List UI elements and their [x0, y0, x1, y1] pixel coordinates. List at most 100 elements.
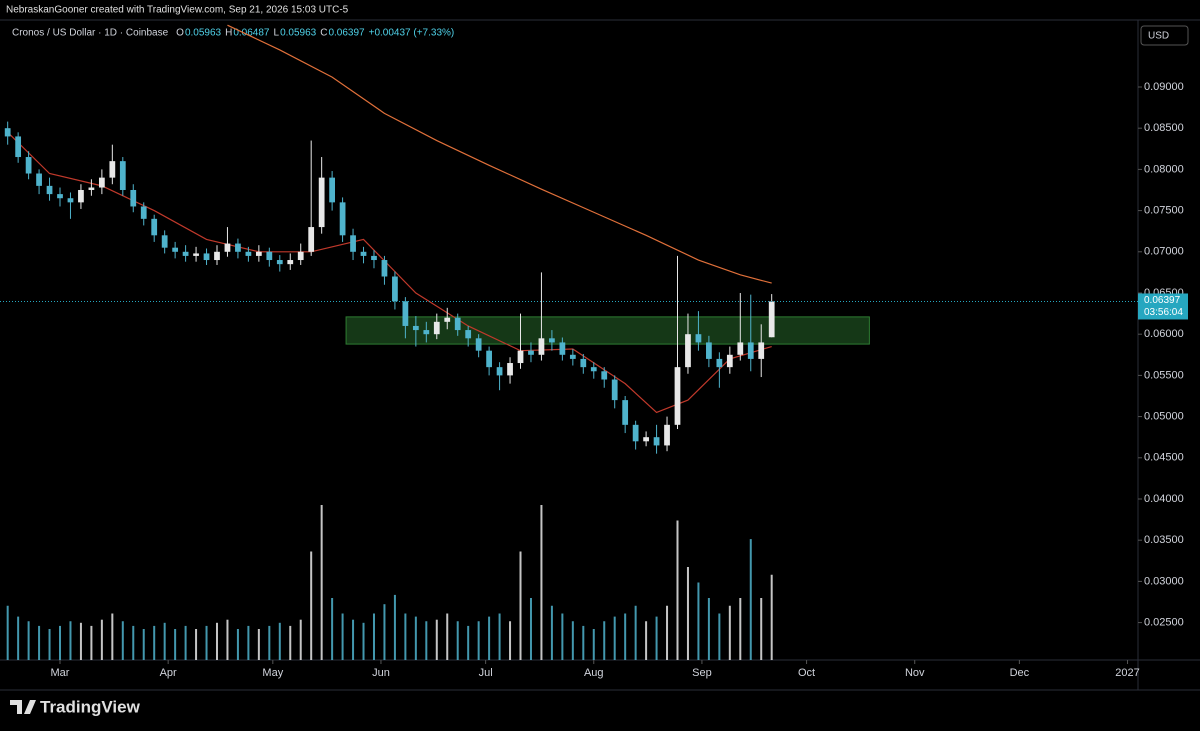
volume-bar: [257, 629, 260, 660]
volume-bar: [718, 613, 721, 660]
legend-change: +0.00437 (+7.33%): [369, 28, 455, 39]
candle-body: [412, 325, 419, 331]
x-tick-label: Sep: [692, 667, 712, 679]
candle-body: [601, 371, 608, 380]
candle-body: [444, 317, 451, 322]
candle-body: [287, 260, 294, 265]
volume-bar: [728, 605, 731, 660]
volume-bar: [749, 539, 752, 660]
volume-bar: [142, 629, 145, 660]
candle-body: [25, 157, 32, 174]
currency-button[interactable]: [1140, 25, 1189, 46]
volume-bar: [215, 622, 218, 660]
volume-bar: [467, 625, 470, 660]
candle-body: [57, 194, 63, 199]
volume-bar: [456, 621, 459, 660]
volume-bar: [79, 622, 82, 660]
volume-bar: [100, 619, 103, 660]
legend-value: 0.06487: [233, 28, 270, 39]
volume-bar: [289, 625, 292, 660]
candle-body: [350, 235, 356, 252]
volume-bar: [299, 619, 302, 660]
zone: [345, 316, 870, 345]
volume-bar: [341, 613, 344, 660]
brand: TradingView: [10, 697, 141, 716]
candle-body: [161, 235, 168, 248]
candle-body: [339, 202, 346, 236]
volume-bar: [27, 621, 30, 660]
volume-bar: [529, 598, 532, 660]
volume-bar: [561, 613, 564, 660]
candle-body: [371, 255, 377, 261]
candle-body: [98, 177, 105, 188]
y-tick-label: 0.05500: [1144, 369, 1184, 381]
y-tick-label: 0.05000: [1144, 410, 1184, 422]
legend-key: O: [176, 28, 184, 39]
candle-body: [182, 251, 189, 256]
volume-bar: [540, 505, 543, 660]
x-tick-label: Apr: [160, 667, 177, 679]
moving-average: [7, 131, 772, 414]
legend-key: L: [274, 28, 280, 39]
last-price-box: [1138, 293, 1188, 320]
candle-body: [203, 253, 210, 261]
volume-bar: [592, 629, 595, 660]
candle-body: [758, 342, 765, 359]
x-tick-label: Mar: [51, 667, 70, 679]
volume-bar: [352, 619, 355, 660]
candle-body: [329, 177, 335, 203]
currency[interactable]: USD: [1148, 31, 1169, 42]
volume-bar: [205, 625, 208, 660]
candle-body: [193, 253, 199, 256]
x-tick-label: 2027: [1115, 667, 1139, 679]
volume-bar: [446, 613, 449, 660]
x-tick-label: Nov: [905, 667, 925, 679]
volume-bar: [707, 598, 710, 660]
x-tick-label: Dec: [1010, 667, 1030, 679]
volume-bar: [163, 622, 166, 660]
candle-body: [726, 354, 733, 368]
y-tick-label: 0.04500: [1144, 452, 1184, 464]
volume-bar: [174, 629, 177, 660]
volume-bar: [121, 621, 124, 660]
legend-value: 0.05963: [280, 28, 317, 39]
candle-body: [768, 301, 775, 338]
volume-bar: [624, 613, 627, 660]
candle-body: [318, 177, 325, 228]
volume-bar: [90, 625, 93, 660]
legend-key: H: [225, 28, 232, 39]
candle-body: [611, 379, 618, 401]
candle-body: [78, 189, 84, 203]
volume-bar: [571, 621, 574, 660]
volume-bar: [645, 621, 648, 660]
candle-body: [392, 276, 398, 302]
x-tick-label: Jul: [479, 667, 493, 679]
volume-bar: [59, 625, 62, 660]
volume-bar: [477, 621, 480, 660]
volume-bar: [425, 621, 428, 660]
candle-body: [569, 354, 576, 359]
candle-body: [402, 301, 409, 326]
candle-body: [4, 128, 11, 137]
y-tick-label: 0.04000: [1144, 493, 1184, 505]
candle-body: [130, 189, 137, 207]
candle-body: [517, 350, 524, 364]
y-tick-label: 0.08000: [1144, 163, 1184, 175]
brand-name: TradingView: [40, 697, 141, 716]
volume-bar: [666, 605, 669, 660]
volume-bar: [655, 616, 658, 660]
volume-bar: [331, 598, 334, 660]
volume-bar: [184, 625, 187, 660]
y-tick-label: 0.07000: [1144, 246, 1184, 258]
candle-body: [224, 243, 231, 252]
candle-body: [266, 251, 273, 261]
candle-body: [119, 161, 126, 190]
volume-bar: [770, 574, 773, 660]
legend: Cronos / US Dollar · 1D · Coinbase O 0.05…: [12, 28, 454, 39]
candle-body: [255, 251, 262, 256]
volume-bar: [519, 551, 522, 660]
volume-bar: [603, 621, 606, 660]
